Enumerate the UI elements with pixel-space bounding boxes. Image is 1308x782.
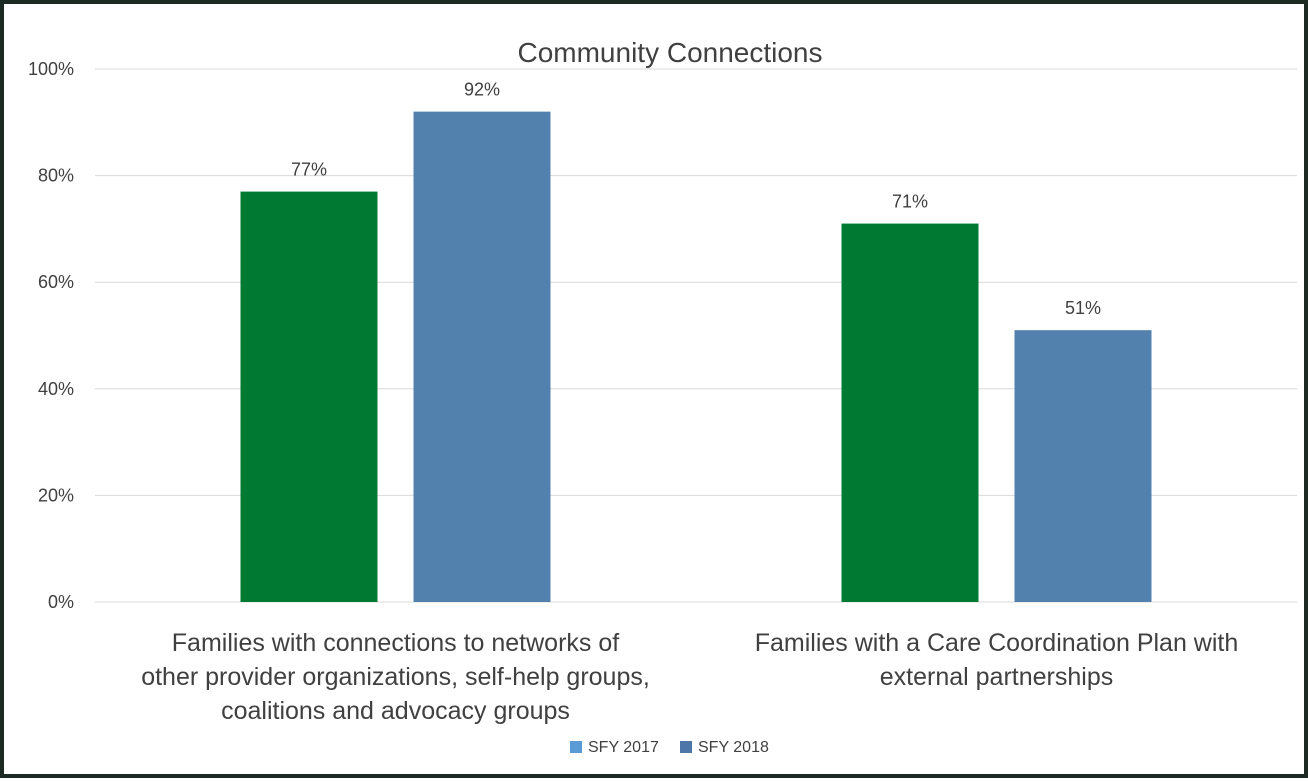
legend-swatch (570, 741, 582, 753)
bar (413, 111, 551, 602)
y-tick-label: 100% (28, 59, 74, 79)
y-axis-ticks: 0% 20% 40% 60% 80% 100% (28, 59, 74, 612)
legend: SFY 2017 SFY 2018 (570, 739, 769, 756)
chart-title: Community Connections (517, 37, 822, 68)
bar (1014, 330, 1152, 602)
bar (841, 223, 979, 602)
category-label: Families with a Care Coordination Plan w… (755, 629, 1239, 657)
y-tick-label: 0% (48, 592, 74, 612)
data-label: 77% (291, 160, 327, 180)
data-label: 71% (892, 192, 928, 212)
bars (240, 111, 1152, 602)
y-tick-label: 60% (38, 272, 74, 292)
legend-label: SFY 2017 (588, 739, 659, 756)
category-labels: Families with connections to networks of… (141, 629, 1238, 725)
legend-label: SFY 2018 (698, 739, 769, 756)
category-label: other provider organizations, self-help … (141, 663, 650, 691)
y-tick-label: 40% (38, 379, 74, 399)
category-label: coalitions and advocacy groups (221, 697, 570, 725)
bar (240, 191, 378, 602)
bar-chart: Community Connections 0% 20% 40% 60% 80% 100%… (28, 37, 1297, 756)
data-labels: 77% 92% 71% 51% (291, 80, 1101, 319)
y-tick-label: 80% (38, 166, 74, 186)
category-label: external partnerships (880, 663, 1113, 691)
legend-swatch (680, 741, 692, 753)
y-tick-label: 20% (38, 485, 74, 505)
category-label: Families with connections to networks of (172, 629, 619, 657)
data-label: 51% (1065, 298, 1101, 318)
data-label: 92% (464, 80, 500, 100)
